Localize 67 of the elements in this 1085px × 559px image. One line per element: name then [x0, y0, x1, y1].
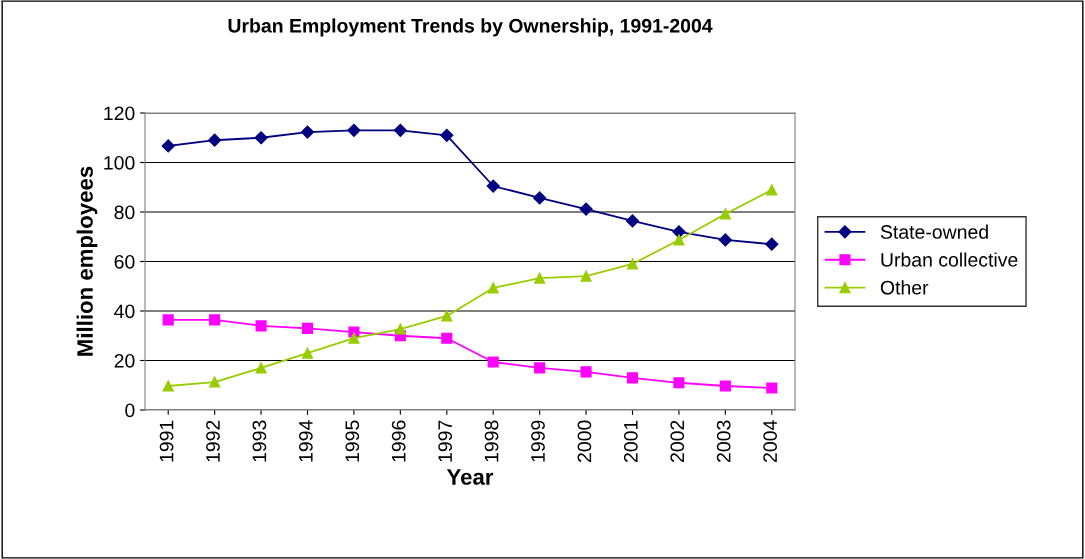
x-tick-label: 1999 [531, 420, 545, 462]
y-tick-label: 0 [125, 403, 135, 418]
x-axis-title: Year [446, 469, 494, 485]
point [672, 225, 686, 239]
point [301, 322, 314, 334]
point [580, 270, 592, 282]
point [766, 184, 778, 196]
point [162, 314, 174, 326]
x-tick-label: 1997 [438, 420, 453, 462]
point [393, 123, 407, 137]
x-tick-label: 2004 [763, 420, 778, 462]
legend-label: Other [880, 280, 929, 295]
point [533, 191, 547, 205]
x-tick-label: 1991 [159, 420, 174, 462]
x-tick-label: 1998 [484, 420, 499, 462]
point [440, 128, 454, 142]
point [579, 202, 593, 216]
point [626, 372, 639, 384]
point [487, 356, 499, 368]
point [766, 382, 778, 394]
point [625, 214, 640, 228]
point [209, 314, 221, 326]
y-tick-label: 40 [114, 304, 135, 319]
point [441, 310, 453, 322]
x-tick-label: 1994 [298, 420, 313, 462]
point [673, 377, 685, 389]
point [719, 380, 731, 392]
point [301, 347, 314, 359]
x-tick-label: 2002 [670, 420, 685, 462]
point [486, 179, 500, 193]
x-tick-label: 2000 [577, 420, 592, 462]
chart-title: Urban Employment Trends by Ownership, 1991-2004 [228, 18, 713, 37]
x-tick-label: 1993 [252, 420, 267, 462]
point [719, 208, 731, 220]
point [580, 366, 592, 378]
y-tick-label: 20 [114, 353, 135, 368]
point [394, 323, 406, 335]
x-tick-label: 1996 [391, 420, 406, 462]
point [255, 362, 267, 374]
y-tick-label: 120 [104, 106, 135, 121]
point [534, 362, 546, 374]
legend-label: Urban collective [881, 252, 1018, 267]
point [765, 237, 779, 251]
point [162, 380, 174, 392]
y-tick-label: 100 [104, 155, 135, 170]
point [487, 282, 499, 294]
point [300, 125, 315, 139]
point [208, 133, 222, 147]
point [209, 376, 221, 388]
y-tick-label: 60 [114, 254, 135, 269]
y-tick-label: 80 [114, 205, 135, 220]
point [441, 332, 453, 344]
point [673, 234, 685, 246]
y-axis-title: Million employees [76, 166, 98, 356]
point [534, 272, 546, 284]
point [255, 320, 267, 332]
point [718, 233, 732, 247]
point [348, 332, 360, 344]
x-tick-label: 1995 [345, 420, 360, 462]
x-tick-label: 1992 [206, 420, 220, 462]
point [626, 258, 639, 270]
x-tick-label: 2001 [623, 420, 638, 462]
point [161, 139, 175, 153]
point [254, 131, 268, 145]
legend-label: State-owned [880, 224, 988, 239]
x-tick-label: 2003 [716, 420, 731, 462]
point [347, 123, 361, 137]
